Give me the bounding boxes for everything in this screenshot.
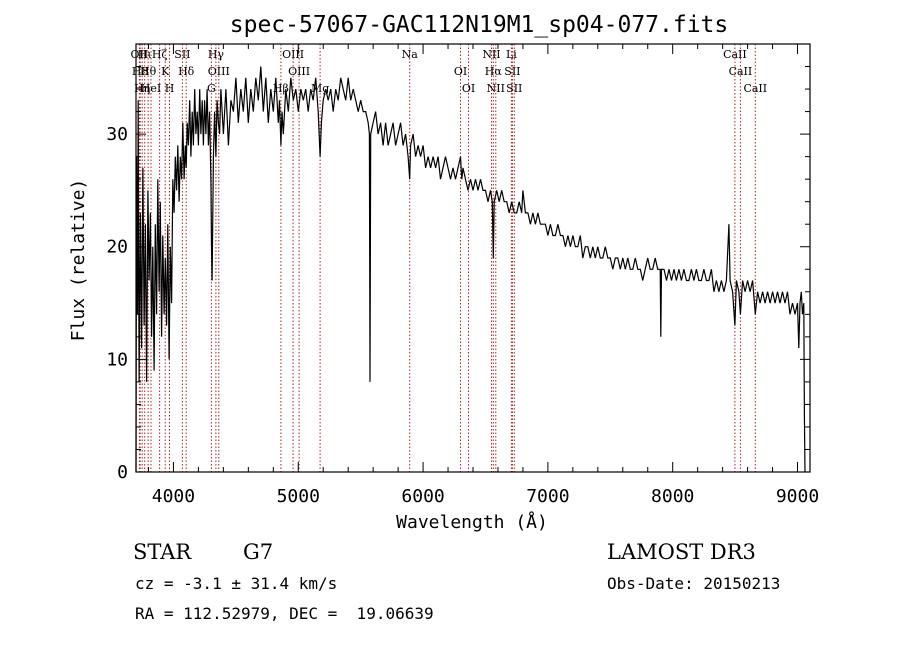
y-axis-label: Flux (relative) <box>68 179 89 342</box>
x-axis-label: Wavelength (Å) <box>396 511 548 533</box>
line-label: CaII <box>729 65 753 78</box>
x-axis: 4000 5000 6000 7000 8000 9000 <box>147 44 819 507</box>
survey-name: LAMOST DR3 <box>607 540 756 564</box>
line-label: OIII <box>288 65 310 78</box>
object-class: STAR <box>133 540 192 564</box>
line-label: Hα <box>485 65 503 78</box>
line-label: Hθ <box>140 65 157 78</box>
y-tick-label: 0 <box>117 462 128 483</box>
line-label: SII <box>504 65 520 78</box>
y-tick-label: 30 <box>106 124 128 145</box>
object-subclass: G7 <box>243 540 273 564</box>
line-label: NII <box>487 82 505 95</box>
y-axis: 0 10 20 30 <box>106 66 810 483</box>
line-label: OI <box>462 82 475 95</box>
x-tick-label: 4000 <box>152 486 195 507</box>
line-label: Na <box>402 48 419 61</box>
line-label: Hι <box>138 48 152 61</box>
x-tick-label: 8000 <box>651 486 694 507</box>
line-label: CaII <box>743 82 767 95</box>
line-label: OIII <box>208 65 230 78</box>
line-label: OII <box>131 48 149 61</box>
obs-date-text: Obs-Date: 20150213 <box>607 574 780 593</box>
line-label: NII <box>482 48 500 61</box>
x-tick-label: 9000 <box>776 486 819 507</box>
line-label: SII <box>506 82 522 95</box>
x-tick-label: 7000 <box>526 486 569 507</box>
x-tick-label: 5000 <box>277 486 320 507</box>
y-tick-label: 10 <box>106 349 128 370</box>
line-label: OIII <box>282 48 304 61</box>
line-label: Hγ <box>208 48 225 61</box>
line-labels: OIIH8HηHιHθHeIHζKHSIIHδGHγOIIIHβOIIIOIII… <box>131 48 768 95</box>
line-label: K <box>161 65 170 78</box>
x-tick-label: 6000 <box>401 486 444 507</box>
line-label: H <box>165 82 175 95</box>
line-label: CaII <box>723 48 747 61</box>
y-tick-label: 20 <box>106 237 128 258</box>
redshift-text: cz = -3.1 ± 31.4 km/s <box>135 574 337 593</box>
line-label: SII <box>174 48 190 61</box>
line-label: Hζ <box>152 48 168 61</box>
line-label: Hδ <box>178 65 195 78</box>
line-label: Li <box>506 48 517 61</box>
line-label: HeI <box>141 82 161 95</box>
line-label: G <box>207 82 216 95</box>
chart-title: spec-57067-GAC112N19M1_sp04-077.fits <box>230 12 729 38</box>
coords-text: RA = 112.52979, DEC = 19.06639 <box>135 604 434 623</box>
spectrum-line <box>135 66 806 473</box>
line-label: OI <box>454 65 467 78</box>
line-markers <box>138 44 756 472</box>
line-label: Hη <box>134 82 150 95</box>
